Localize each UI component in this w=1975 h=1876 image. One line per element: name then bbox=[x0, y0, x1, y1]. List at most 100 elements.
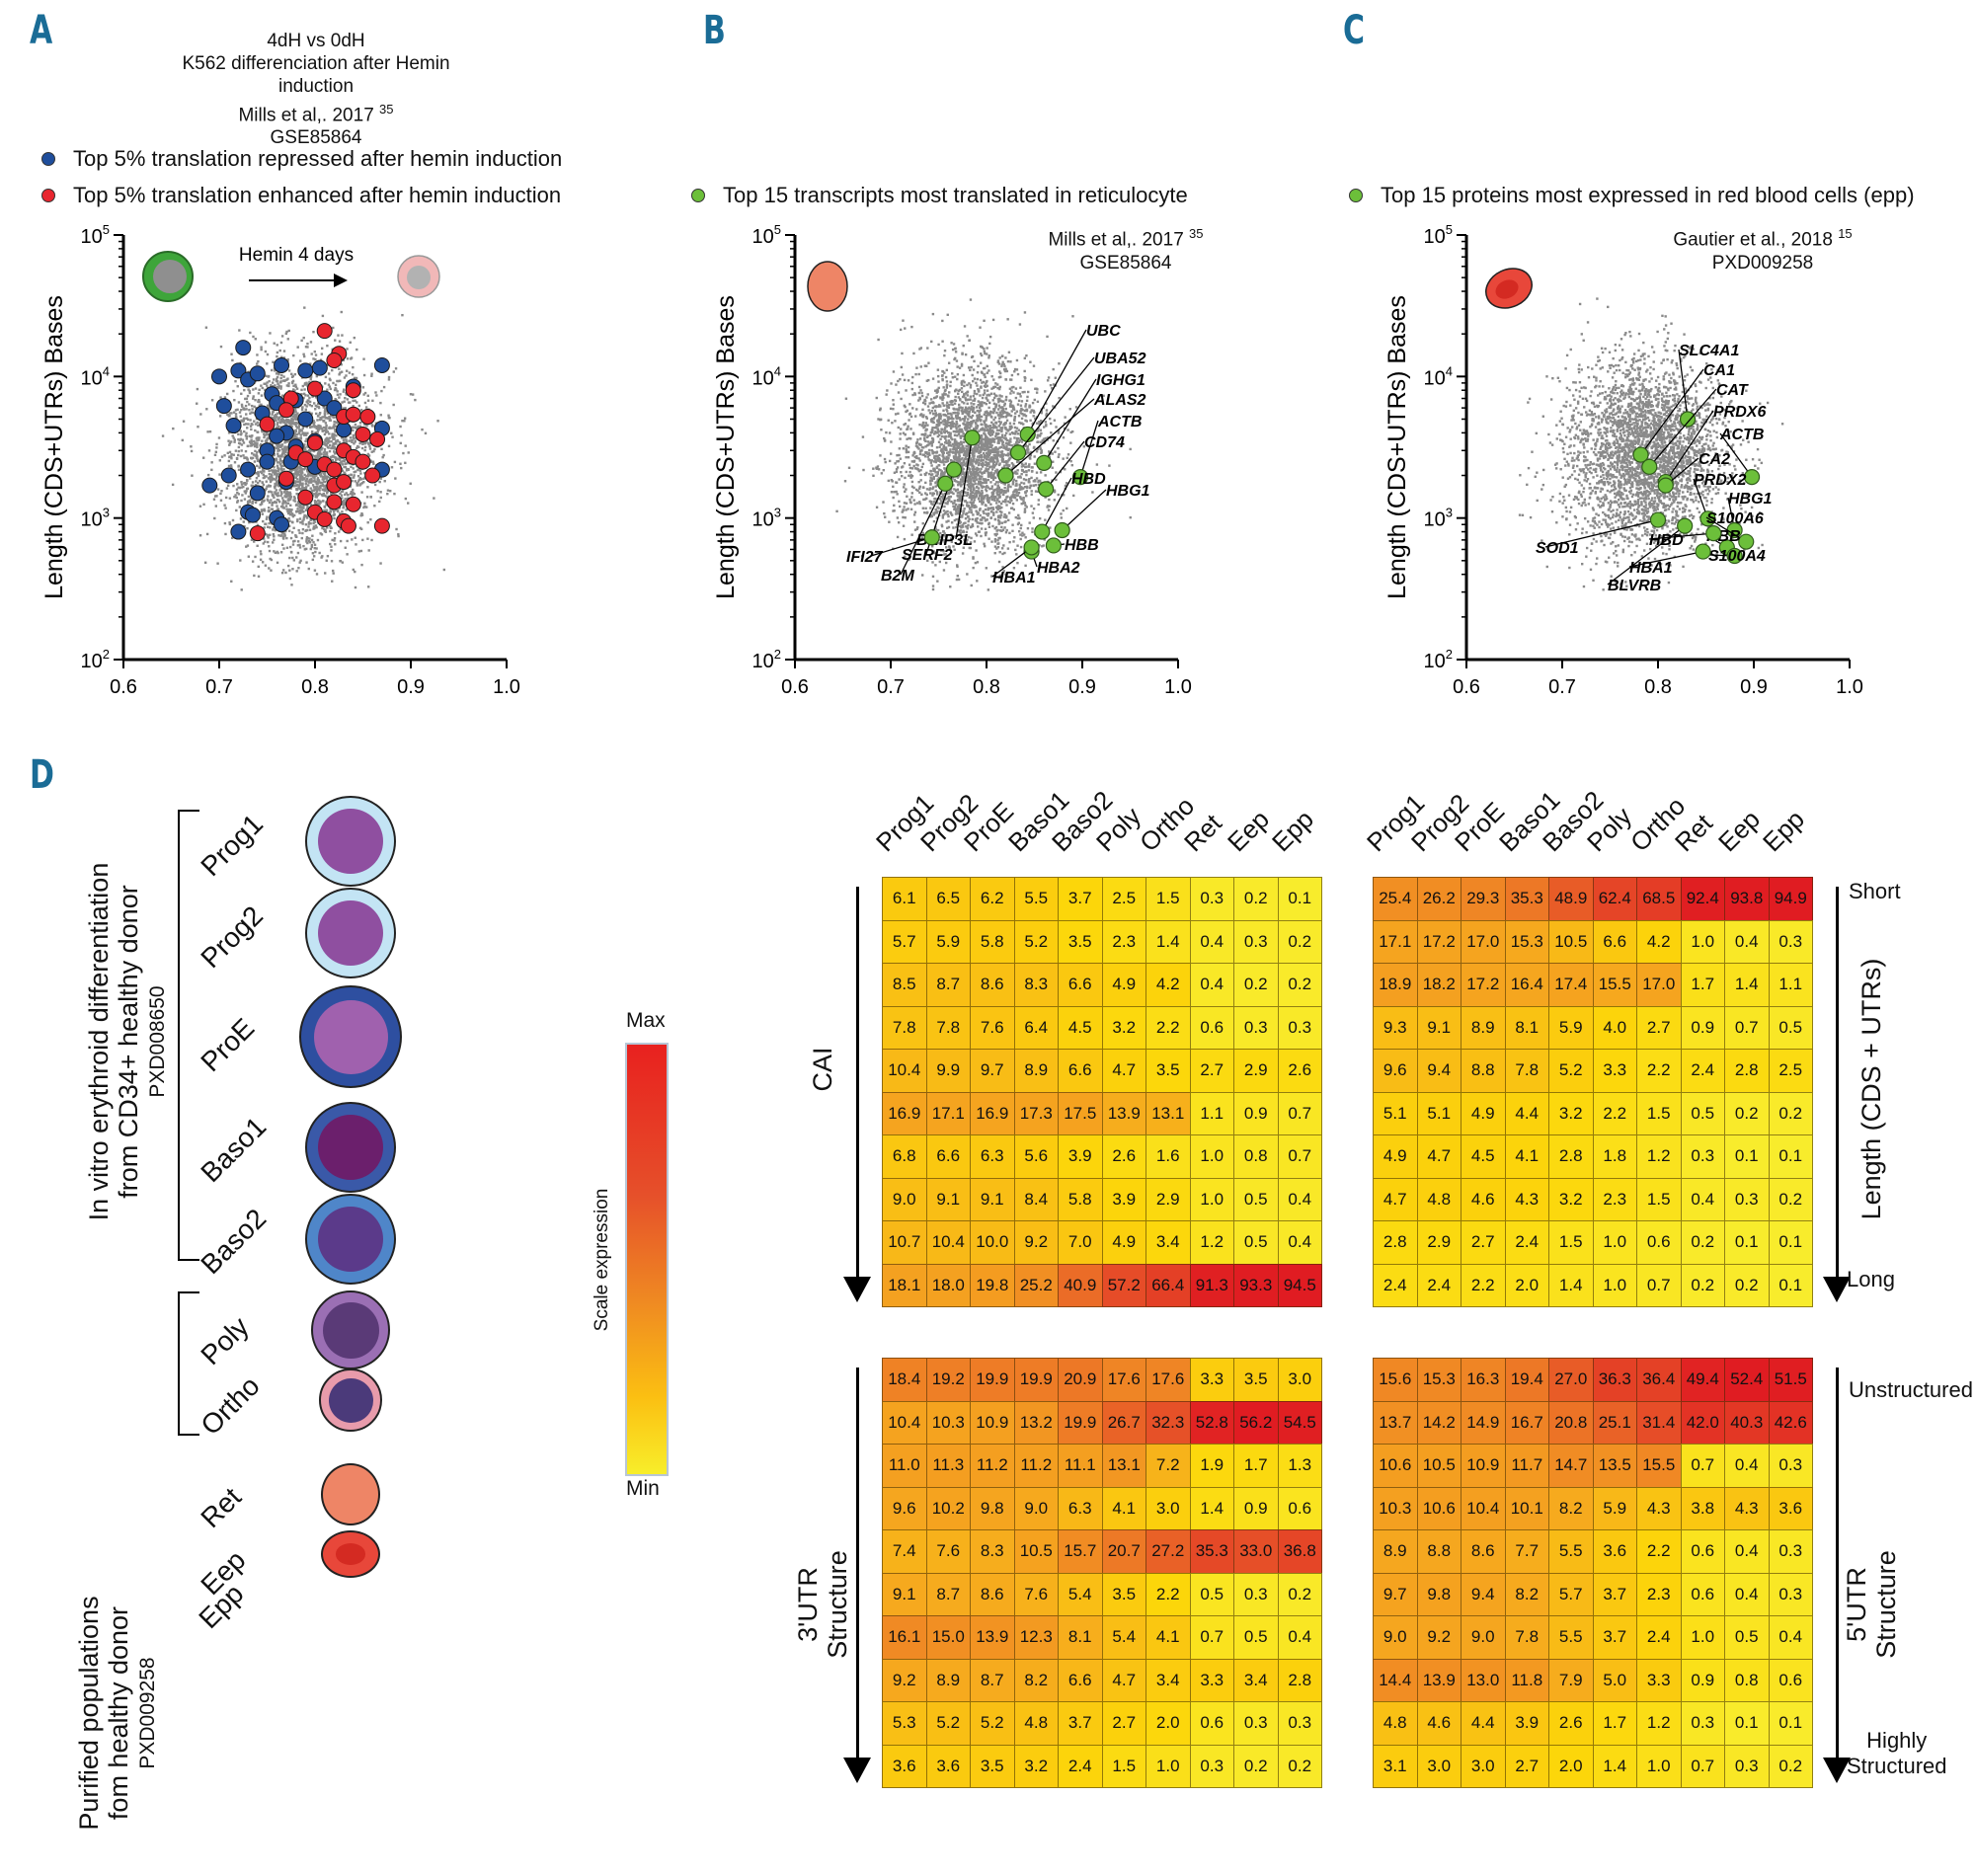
background-point bbox=[271, 413, 274, 416]
background-point bbox=[973, 540, 977, 543]
background-point bbox=[375, 394, 378, 397]
background-point bbox=[985, 531, 988, 534]
background-point bbox=[401, 419, 404, 423]
background-point bbox=[896, 535, 900, 539]
background-point bbox=[928, 402, 931, 405]
background-point bbox=[272, 470, 275, 474]
background-point bbox=[952, 456, 956, 459]
background-point bbox=[260, 394, 264, 397]
background-point bbox=[321, 470, 324, 474]
background-point bbox=[256, 523, 260, 527]
background-point bbox=[256, 450, 259, 454]
background-point bbox=[1038, 517, 1042, 520]
background-point bbox=[997, 417, 1001, 420]
background-point bbox=[237, 465, 240, 468]
background-point bbox=[992, 378, 995, 381]
background-point bbox=[1033, 462, 1037, 465]
background-point bbox=[243, 490, 247, 493]
background-point bbox=[394, 367, 398, 370]
background-point bbox=[958, 499, 962, 503]
background-point bbox=[442, 568, 446, 572]
background-point bbox=[280, 452, 284, 456]
background-point bbox=[935, 423, 938, 427]
background-point bbox=[998, 492, 1001, 495]
background-point bbox=[297, 567, 300, 570]
background-point bbox=[228, 441, 232, 445]
background-point bbox=[379, 477, 383, 480]
background-point bbox=[302, 396, 305, 400]
background-point bbox=[955, 408, 958, 411]
background-point bbox=[246, 526, 249, 530]
background-point bbox=[421, 428, 424, 431]
background-point bbox=[277, 534, 280, 537]
background-point bbox=[877, 468, 881, 471]
background-point bbox=[975, 478, 979, 481]
background-point bbox=[336, 393, 340, 396]
background-point bbox=[917, 487, 921, 490]
x-tick-label: 0.6 bbox=[781, 676, 809, 698]
background-point bbox=[232, 389, 235, 393]
background-point bbox=[890, 382, 893, 385]
enhanced-point bbox=[345, 382, 361, 399]
background-point bbox=[260, 403, 263, 407]
background-point bbox=[1000, 481, 1003, 484]
background-point bbox=[955, 517, 958, 521]
background-point bbox=[294, 385, 298, 389]
background-point bbox=[1074, 406, 1078, 409]
background-point bbox=[926, 452, 929, 456]
background-point bbox=[323, 505, 326, 508]
background-point bbox=[919, 413, 923, 416]
background-point bbox=[258, 436, 261, 439]
background-point bbox=[256, 464, 259, 468]
background-point bbox=[950, 403, 953, 406]
background-point bbox=[949, 448, 952, 451]
background-point bbox=[285, 490, 288, 493]
panel-c-citation: Gautier et al., 2018 15 PXD009258 bbox=[1673, 226, 1853, 274]
background-point bbox=[208, 430, 212, 433]
background-point bbox=[990, 485, 994, 488]
background-point bbox=[232, 484, 235, 488]
background-point bbox=[1032, 507, 1036, 510]
background-point bbox=[319, 481, 322, 485]
background-point bbox=[357, 404, 361, 408]
background-point bbox=[356, 425, 359, 429]
background-point bbox=[172, 427, 175, 430]
background-point bbox=[326, 555, 330, 558]
background-point bbox=[947, 514, 950, 518]
background-point bbox=[991, 478, 995, 482]
background-point bbox=[275, 419, 277, 422]
background-point bbox=[240, 403, 244, 407]
background-point bbox=[263, 433, 267, 437]
background-point bbox=[219, 396, 222, 399]
background-point bbox=[890, 440, 893, 443]
background-point bbox=[983, 319, 986, 323]
background-point bbox=[1069, 459, 1072, 463]
background-point bbox=[951, 348, 955, 352]
repressed-point bbox=[259, 453, 276, 470]
background-point bbox=[224, 532, 227, 536]
background-point bbox=[289, 493, 292, 496]
background-point bbox=[910, 381, 914, 385]
background-point bbox=[971, 491, 975, 495]
background-point bbox=[909, 476, 912, 479]
background-point bbox=[339, 393, 342, 396]
background-point bbox=[354, 480, 356, 483]
background-point bbox=[1004, 407, 1007, 411]
background-point bbox=[984, 508, 988, 511]
background-point bbox=[334, 430, 337, 433]
background-point bbox=[274, 482, 276, 486]
background-point bbox=[343, 400, 346, 403]
background-point bbox=[262, 476, 265, 480]
background-point bbox=[286, 357, 289, 361]
background-point bbox=[1020, 400, 1024, 403]
background-point bbox=[317, 480, 321, 483]
background-point bbox=[908, 437, 912, 440]
background-point bbox=[241, 494, 244, 497]
background-point bbox=[1046, 436, 1050, 439]
background-point bbox=[256, 436, 259, 439]
background-point bbox=[957, 578, 961, 582]
background-point bbox=[975, 381, 978, 385]
background-point bbox=[1000, 430, 1003, 433]
background-point bbox=[1034, 484, 1038, 487]
background-point bbox=[995, 426, 998, 430]
